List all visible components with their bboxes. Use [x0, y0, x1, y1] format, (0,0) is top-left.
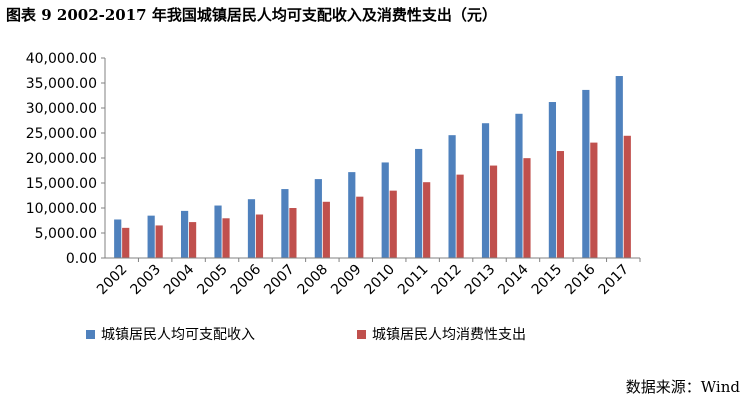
legend-swatch-income	[86, 329, 95, 339]
x-tick-label: 2002	[94, 262, 131, 299]
bars	[114, 76, 631, 259]
x-tick-label: 2012	[428, 262, 465, 299]
bar-consumption	[322, 201, 330, 258]
bar-consumption	[222, 218, 230, 258]
x-tick-label: 2009	[328, 262, 365, 299]
bar-income	[548, 102, 557, 259]
x-tick-label: 2015	[529, 262, 566, 299]
bar-income	[381, 162, 389, 258]
legend-label-income: 城镇居民人均可支配收入	[101, 327, 255, 343]
x-tick-label: 2011	[395, 262, 432, 299]
bar-income	[415, 148, 423, 258]
bar-consumption	[623, 135, 631, 258]
bar-consumption	[456, 174, 464, 258]
x-tick-label: 2004	[161, 261, 198, 298]
legend-swatch-consumption	[357, 329, 366, 339]
y-tick-label: 15,000.00	[26, 176, 97, 192]
y-tick-label: 30,000.00	[26, 101, 97, 117]
bar-income	[147, 215, 155, 258]
bar-consumption	[389, 190, 397, 258]
x-tick-label: 2007	[261, 262, 298, 299]
bar-consumption	[255, 214, 264, 258]
bar-chart: 0.00 5,000.00 10,000.00 15,000.00 20,000.00 2…	[26, 51, 641, 299]
legend-label-consumption: 城镇居民人均消费性支出	[372, 327, 526, 343]
bar-consumption	[289, 208, 297, 258]
bar-consumption	[155, 225, 163, 258]
y-tick-label: 25,000.00	[26, 126, 97, 142]
y-tick-label: 40,000.00	[26, 51, 97, 67]
bar-income	[114, 219, 122, 258]
bar-income	[348, 172, 356, 258]
x-tick-label: 2010	[362, 262, 399, 299]
bar-consumption	[122, 227, 130, 258]
bar-consumption	[489, 165, 498, 258]
x-tick-label: 2017	[596, 262, 633, 299]
x-tick-label: 2006	[228, 261, 265, 298]
source-note: 数据来源：Wind	[625, 378, 740, 396]
y-tick-label: 0.00	[66, 251, 97, 267]
legend-item-consumption: 城镇居民人均消费性支出	[357, 324, 526, 344]
y-tick-label: 5,000.00	[35, 226, 97, 242]
x-tick-label: 2014	[495, 261, 532, 298]
bar-consumption	[556, 151, 565, 258]
x-tick-label: 2003	[127, 262, 164, 299]
bar-consumption	[423, 182, 431, 258]
x-tick-label: 2013	[462, 262, 499, 299]
bar-income	[180, 210, 189, 258]
x-tick-label: 2008	[295, 262, 332, 299]
y-tick-label: 10,000.00	[26, 201, 97, 217]
bar-income	[515, 113, 523, 258]
x-axis: 2002200320042005200620072008200920102011…	[94, 257, 641, 299]
bar-income	[214, 205, 222, 258]
legend-item-income: 城镇居民人均可支配收入	[86, 324, 255, 344]
x-tick-label: 2005	[194, 262, 231, 299]
bar-consumption	[590, 142, 598, 258]
bar-consumption	[356, 196, 364, 258]
bar-income	[582, 89, 590, 258]
bar-income	[247, 199, 256, 258]
bar-consumption	[523, 158, 531, 258]
y-tick-label: 35,000.00	[26, 76, 97, 92]
chart-title: 图表 9 2002-2017 年我国城镇居民人均可支配收入及消费性支出（元）	[6, 6, 497, 24]
y-axis: 0.00 5,000.00 10,000.00 15,000.00 20,000.00 2…	[26, 51, 106, 267]
x-tick-label: 2016	[562, 261, 599, 298]
bar-income	[314, 179, 322, 258]
bar-income	[281, 189, 289, 258]
bar-income	[481, 123, 490, 258]
y-tick-label: 20,000.00	[26, 151, 97, 167]
bar-consumption	[188, 222, 197, 258]
bar-income	[448, 135, 456, 258]
bar-income	[615, 76, 623, 259]
